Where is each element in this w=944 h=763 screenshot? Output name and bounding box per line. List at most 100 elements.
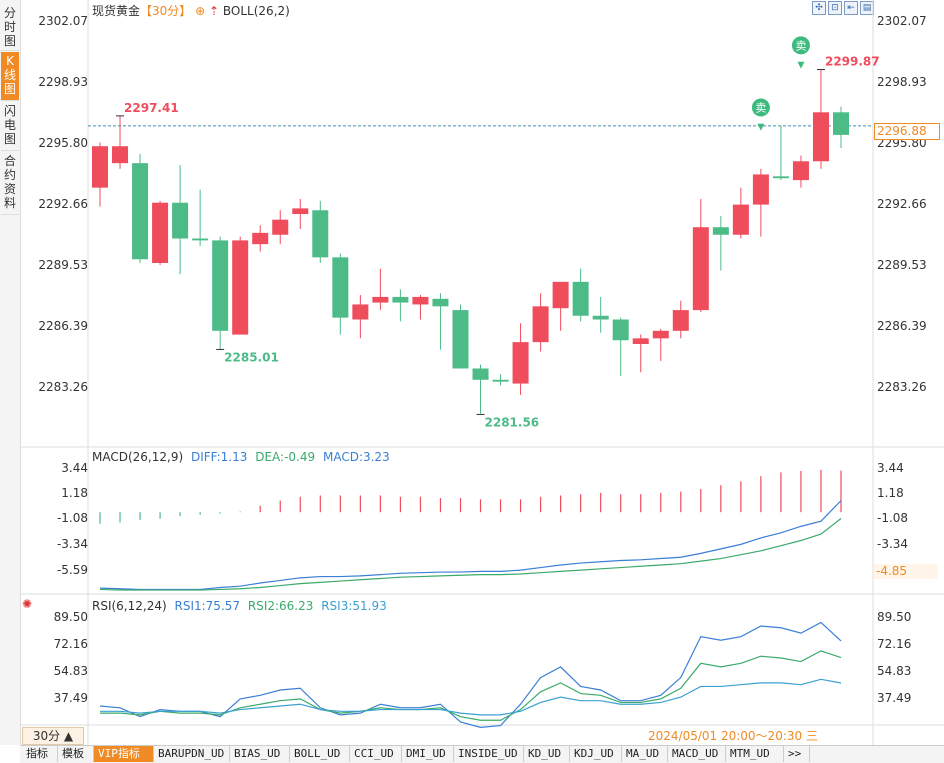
candle-body bbox=[812, 112, 829, 162]
rsi-y-tick-left: 37.49 bbox=[53, 691, 88, 705]
sidebar-tab-contract[interactable]: 合约资料 bbox=[1, 152, 19, 215]
fit-icon[interactable]: ⇤ bbox=[844, 1, 858, 15]
indicator-tab[interactable]: CCI_UD bbox=[350, 746, 402, 762]
candle-body bbox=[412, 296, 429, 305]
time-range-label: 2024/05/01 20:00～20:30 三 bbox=[648, 729, 818, 743]
low-annotation: 2281.56 bbox=[485, 415, 540, 429]
candle-body bbox=[752, 174, 769, 205]
macd-macd-value: MACD:3.23 bbox=[322, 450, 390, 464]
symbol-name: 现货黄金 bbox=[92, 4, 141, 18]
indicator-tab-bar bbox=[20, 745, 944, 763]
zoom-out-icon[interactable]: ⊡ bbox=[828, 1, 842, 15]
macd-y-tick-right: -1.08 bbox=[877, 511, 909, 525]
y-tick-left: 2298.93 bbox=[38, 75, 88, 89]
candle-body bbox=[192, 238, 209, 241]
macd-y-tick-left: 1.18 bbox=[61, 486, 88, 500]
rsi-y-tick-right: 54.83 bbox=[877, 664, 912, 678]
indicator-tab[interactable]: 模板 bbox=[58, 746, 94, 762]
macd-current-tag: -4.85 bbox=[874, 564, 938, 579]
macd-y-tick-left: -1.08 bbox=[56, 511, 88, 525]
candle-body bbox=[632, 338, 649, 344]
candle-body bbox=[692, 227, 709, 311]
period-selector[interactable]: 30分 ▲ bbox=[22, 727, 84, 745]
indicator-tab[interactable]: VIP指标 bbox=[94, 746, 154, 762]
boll-arrow-icon: ⇡ bbox=[209, 4, 220, 18]
indicator-tab[interactable]: KD_UD bbox=[524, 746, 570, 762]
candle-body bbox=[712, 227, 729, 235]
macd-title: MACD(26,12,9) bbox=[92, 450, 184, 464]
candle-body bbox=[612, 319, 629, 341]
indicator-tab[interactable]: MA_UD bbox=[622, 746, 668, 762]
candle-body bbox=[492, 379, 509, 382]
candle-body bbox=[152, 202, 169, 263]
sell-signal-label: 卖 bbox=[755, 101, 766, 114]
y-tick-left: 2302.07 bbox=[38, 14, 88, 28]
y-tick-right: 2298.93 bbox=[877, 75, 927, 89]
y-tick-left: 2292.66 bbox=[38, 197, 88, 211]
rsi-y-tick-left: 89.50 bbox=[53, 610, 88, 624]
sidebar-tab-timeshare[interactable]: 分时图 bbox=[1, 4, 19, 51]
add-icon[interactable]: ⊕ bbox=[195, 4, 206, 18]
indicator-tab[interactable]: BARUPDN_UD bbox=[154, 746, 230, 762]
indicator-tab[interactable]: KDJ_UD bbox=[570, 746, 622, 762]
rsi-rsi2-line bbox=[100, 650, 842, 721]
rsi-title: RSI(6,12,24) bbox=[92, 599, 167, 613]
indicator-tab[interactable]: BIAS_UD bbox=[230, 746, 290, 762]
sidebar-tab-flash[interactable]: 闪电图 bbox=[1, 102, 19, 151]
candle-body bbox=[772, 176, 789, 179]
crosshair-icon[interactable]: ✣ bbox=[812, 1, 826, 15]
macd-y-tick-left: -5.59 bbox=[56, 563, 88, 577]
rsi-settings-icon[interactable]: ✺ bbox=[22, 597, 33, 611]
candle-body bbox=[532, 306, 549, 343]
y-tick-left: 2295.80 bbox=[38, 136, 88, 150]
indicator-label[interactable]: BOLL(26,2) bbox=[222, 4, 290, 18]
sell-signal bbox=[751, 98, 770, 117]
candle-body bbox=[512, 342, 529, 384]
indicator-tab[interactable]: BOLL_UD bbox=[290, 746, 350, 762]
period-label[interactable]: 【30分】 bbox=[140, 4, 192, 18]
indicator-tab[interactable]: DMI_UD bbox=[402, 746, 454, 762]
y-tick-right: 2289.53 bbox=[877, 258, 927, 272]
candle-body bbox=[572, 281, 589, 316]
y-tick-right: 2302.07 bbox=[877, 14, 927, 28]
candle-body bbox=[432, 298, 449, 307]
macd-y-tick-right: 1.18 bbox=[877, 486, 904, 500]
macd-dea-line bbox=[99, 518, 842, 591]
candle-body bbox=[392, 296, 409, 303]
macd-y-tick-left: 3.44 bbox=[61, 461, 88, 475]
candle-body bbox=[452, 310, 469, 369]
y-tick-right: 2283.26 bbox=[877, 380, 927, 394]
candle-body bbox=[172, 202, 189, 239]
y-tick-left: 2289.53 bbox=[38, 258, 88, 272]
candle-body bbox=[732, 204, 749, 235]
high-annotation: 2299.87 bbox=[825, 55, 880, 69]
rsi1-value: RSI1:75.57 bbox=[174, 599, 241, 613]
candle-body bbox=[332, 257, 349, 318]
candle-body bbox=[672, 310, 689, 331]
low-annotation: 2285.01 bbox=[224, 350, 279, 364]
indicator-tab[interactable]: MTM_UD bbox=[726, 746, 784, 762]
indicator-tab[interactable]: MACD_UD bbox=[668, 746, 726, 762]
y-tick-right: 2286.39 bbox=[877, 319, 927, 333]
candle-body bbox=[132, 163, 149, 260]
indicator-tab[interactable]: INSIDE_UD bbox=[454, 746, 524, 762]
candle-body bbox=[252, 232, 269, 245]
rsi-y-tick-right: 72.16 bbox=[877, 637, 912, 651]
rsi-rsi3-line bbox=[100, 678, 842, 716]
candle-body bbox=[112, 146, 129, 164]
rsi-y-tick-right: 37.49 bbox=[877, 691, 912, 705]
rsi2-value: RSI2:66.23 bbox=[247, 599, 314, 613]
candle-body bbox=[792, 161, 809, 181]
indicator-tab[interactable]: >> bbox=[784, 746, 810, 762]
candle-body bbox=[92, 146, 108, 188]
candle-body bbox=[292, 208, 309, 215]
macd-diff-line bbox=[99, 500, 842, 591]
high-annotation: 2297.41 bbox=[124, 101, 179, 115]
sell-signal-label: 卖 bbox=[795, 39, 806, 52]
candle-body bbox=[312, 210, 329, 258]
rsi-y-tick-left: 54.83 bbox=[53, 664, 88, 678]
macd-legend: MACD(26,12,9) DIFF:1.13 DEA:-0.49 MACD:3… bbox=[92, 450, 390, 464]
indicator-tab[interactable]: 指标 bbox=[22, 746, 58, 762]
